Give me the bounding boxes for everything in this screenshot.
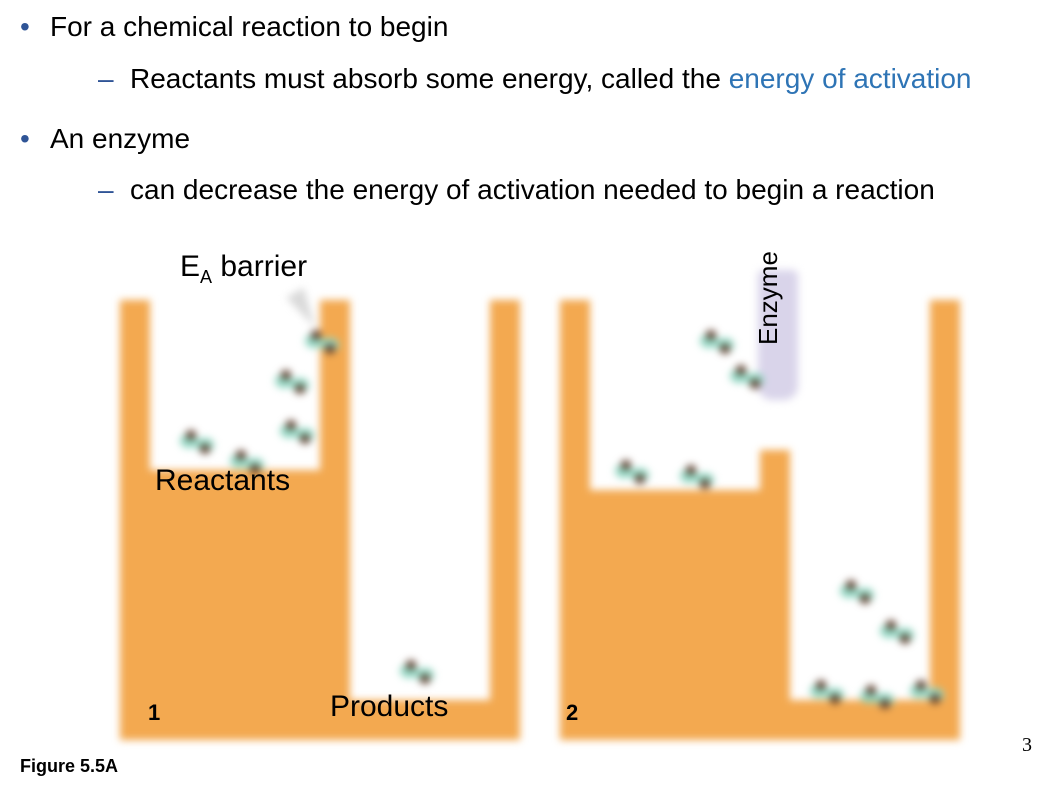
figure-caption: Figure 5.5A — [20, 756, 118, 777]
ea-prefix: E — [180, 250, 200, 283]
bullet-2-text: An enzyme — [50, 123, 190, 154]
bullet-block: For a chemical reaction to begin Reactan… — [0, 8, 1040, 209]
panel-2 — [560, 300, 960, 740]
bullet-1-sub-pre: Reactants must absorb some energy, calle… — [130, 63, 729, 94]
enzyme-shape — [758, 270, 798, 400]
energy-diagram — [120, 290, 1000, 750]
bullet-2: An enzyme can decrease the energy of act… — [0, 120, 1040, 210]
ea-suffix: barrier — [212, 250, 307, 283]
bullet-2-sub-text: can decrease the energy of activation ne… — [130, 174, 935, 205]
bullet-2-sub: can decrease the energy of activation ne… — [50, 171, 1040, 209]
bullet-1: For a chemical reaction to begin Reactan… — [0, 8, 1040, 98]
page-number: 3 — [1022, 734, 1032, 757]
ea-barrier-label: EA barrier — [180, 250, 307, 288]
bullet-1-sub: Reactants must absorb some energy, calle… — [50, 60, 1040, 98]
ea-pointer — [286, 288, 323, 333]
panel-1 — [120, 300, 520, 740]
bullet-1-text: For a chemical reaction to begin — [50, 11, 448, 42]
ea-sub: A — [200, 267, 212, 287]
bullet-1-sub-highlight: energy of activation — [729, 63, 972, 94]
slide: For a chemical reaction to begin Reactan… — [0, 0, 1062, 797]
